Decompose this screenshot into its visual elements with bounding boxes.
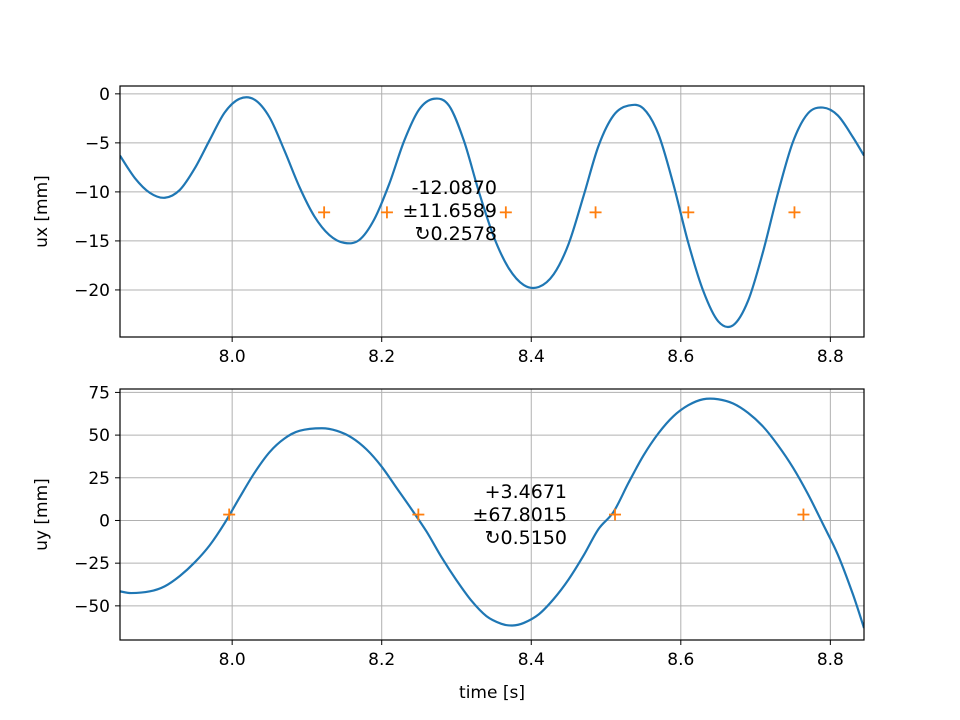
uy-annotation-amplitude: ±67.8015 [473, 504, 568, 526]
ux-x-tick-label: 8.2 [368, 347, 395, 367]
uy-crossing-marker [609, 508, 622, 521]
uy-ticks: 8.0 8.2 8.4 8.6 8.8 75 50 25 0 −25 −50 [74, 383, 844, 670]
uy-annotation: +3.4671 ±67.8015 ↻0.5150 [473, 481, 568, 549]
uy-annotation-period: ↻0.5150 [485, 527, 567, 549]
uy-x-tick-label: 8.6 [667, 650, 694, 670]
ux-y-axis-label: ux [mm] [32, 175, 52, 248]
ux-crossing-marker [318, 206, 331, 219]
ux-x-tick-label: 8.8 [817, 347, 844, 367]
ux-y-tick-label: −15 [74, 232, 110, 252]
uy-gridlines [120, 389, 864, 640]
ux-y-tick-label: −10 [74, 183, 110, 203]
ux-crossing-marker [682, 206, 695, 219]
uy-y-tick-label: −50 [74, 597, 110, 617]
uy-annotation-mean: +3.4671 [485, 481, 567, 503]
uy-crossing-markers [223, 508, 810, 521]
ux-ticks: 8.0 8.2 8.4 8.6 8.8 0 −5 −10 −15 −20 [74, 85, 844, 367]
time-x-axis-label: time [s] [459, 683, 525, 703]
uy-x-tick-label: 8.0 [219, 650, 246, 670]
ux-crossing-marker [499, 206, 512, 219]
uy-subplot: 8.0 8.2 8.4 8.6 8.8 75 50 25 0 −25 −50 uy [mm] tim… [32, 383, 865, 703]
uy-crossing-marker [797, 508, 810, 521]
ux-y-tick-label: 0 [99, 85, 110, 105]
ux-annotation-amplitude: ±11.6589 [403, 200, 498, 222]
uy-crossing-marker [412, 508, 425, 521]
uy-y-tick-label: 75 [88, 383, 110, 403]
ux-annotation-mean: -12.0870 [412, 177, 497, 199]
uy-x-tick-label: 8.4 [518, 650, 545, 670]
ux-series [120, 96, 864, 329]
uy-crossing-marker [223, 508, 236, 521]
uy-y-axis-label: uy [mm] [32, 478, 52, 551]
ux-annotation-period: ↻0.2578 [415, 223, 497, 245]
uy-series-line [120, 397, 864, 629]
uy-y-tick-label: 50 [88, 426, 110, 446]
ux-series-line [120, 96, 864, 329]
ux-annotation: -12.0870 ±11.6589 ↻0.2578 [403, 177, 498, 245]
ux-x-tick-label: 8.6 [667, 347, 694, 367]
ux-crossing-marker [380, 206, 393, 219]
ux-crossing-marker [589, 206, 602, 219]
ux-y-tick-label: −5 [85, 134, 110, 154]
uy-y-tick-label: −25 [74, 554, 110, 574]
ux-axes-frame [119, 85, 865, 338]
ux-y-tick-label: −20 [74, 281, 110, 301]
uy-axes-frame [119, 388, 865, 641]
uy-y-tick-label: 25 [88, 469, 110, 489]
ux-x-tick-label: 8.0 [219, 347, 246, 367]
ux-crossing-markers [318, 206, 801, 219]
ux-x-tick-label: 8.4 [518, 347, 545, 367]
uy-x-tick-label: 8.2 [368, 650, 395, 670]
uy-y-tick-label: 0 [99, 511, 110, 531]
uy-series [120, 397, 864, 629]
ux-crossing-marker [788, 206, 801, 219]
ux-subplot: 8.0 8.2 8.4 8.6 8.8 0 −5 −10 −15 −20 ux [mm] -12.… [32, 85, 865, 367]
uy-x-tick-label: 8.8 [817, 650, 844, 670]
